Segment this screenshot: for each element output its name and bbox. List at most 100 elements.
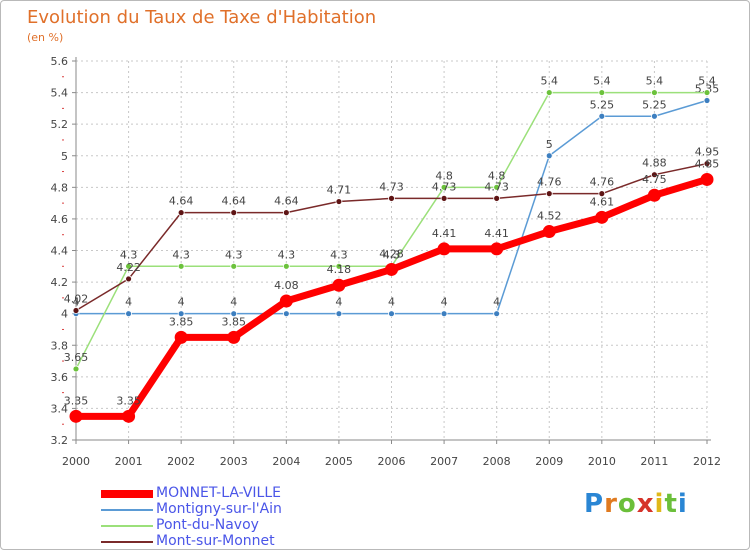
data-label: 5.4 xyxy=(646,75,664,88)
data-label: 3.35 xyxy=(116,394,141,407)
y-tick-label: 5 xyxy=(61,150,68,163)
data-label: 4.73 xyxy=(379,180,404,193)
data-label: 5.4 xyxy=(698,75,716,88)
data-label: 4.64 xyxy=(222,195,247,208)
data-label: 4 xyxy=(335,296,342,309)
legend-swatch xyxy=(101,541,153,543)
data-label: 5.25 xyxy=(642,98,667,111)
x-tick-label: 2011 xyxy=(640,455,668,468)
data-point xyxy=(493,194,501,202)
data-point xyxy=(388,310,395,318)
data-label: 4.8 xyxy=(435,169,453,182)
data-label: 4.61 xyxy=(590,195,615,208)
chart-unit-label: (en %) xyxy=(27,31,64,44)
data-point xyxy=(177,310,185,318)
x-tick-label: 2004 xyxy=(272,455,300,468)
data-label: 4 xyxy=(441,296,448,309)
logo-letter: o xyxy=(617,489,637,519)
data-label: 4.08 xyxy=(274,279,299,292)
y-tick-label: 3.6 xyxy=(51,371,69,384)
data-label: 4.22 xyxy=(116,261,141,274)
legend-label: MONNET-LA-VILLE xyxy=(156,485,281,501)
data-label: 4.73 xyxy=(432,180,457,193)
data-label: 4 xyxy=(493,296,500,309)
data-label: 4 xyxy=(388,296,395,309)
data-point xyxy=(440,310,448,318)
data-label: 4.18 xyxy=(327,263,352,276)
x-tick-label: 2008 xyxy=(483,455,511,468)
data-label: 5.4 xyxy=(593,75,611,88)
data-label: 4.75 xyxy=(642,173,667,186)
y-tick-label: 4.6 xyxy=(51,213,69,226)
legend-label: Montigny-sur-l'Ain xyxy=(156,501,282,517)
data-label: 3.65 xyxy=(64,351,89,364)
data-point xyxy=(703,160,711,168)
y-tick-label: 3.8 xyxy=(51,339,69,352)
data-label: 4.3 xyxy=(278,248,296,261)
data-label: 4.41 xyxy=(484,227,509,240)
data-point xyxy=(332,278,346,292)
data-point xyxy=(437,242,451,256)
y-tick-label: 5.6 xyxy=(51,55,69,68)
data-point xyxy=(700,172,714,186)
data-point xyxy=(542,225,556,239)
data-point xyxy=(493,183,501,191)
data-label: 4.28 xyxy=(379,247,404,260)
data-point xyxy=(230,310,238,318)
x-tick-label: 2002 xyxy=(167,455,195,468)
data-point xyxy=(703,97,711,104)
y-tick-label: 4.4 xyxy=(51,245,69,258)
data-label: 4.3 xyxy=(225,248,243,261)
x-tick-label: 2006 xyxy=(378,455,406,468)
data-label: 4.02 xyxy=(64,293,89,306)
y-tick-label: 5.4 xyxy=(51,87,69,100)
data-point xyxy=(440,183,448,191)
data-label: 4.76 xyxy=(537,176,562,189)
data-point xyxy=(72,307,80,314)
data-point xyxy=(282,262,290,270)
data-label: 4.41 xyxy=(432,227,457,240)
y-tick-label: 4.2 xyxy=(51,276,69,289)
data-label: 3.35 xyxy=(64,394,89,407)
logo-letter: i xyxy=(677,489,688,519)
y-tick-label: 4.8 xyxy=(51,181,69,194)
proxiti-logo: Proxiti xyxy=(584,489,688,519)
data-label: 4 xyxy=(230,296,237,309)
x-tick-label: 2001 xyxy=(115,455,143,468)
data-point xyxy=(335,310,343,318)
data-label: 4.76 xyxy=(590,176,615,189)
data-label: 4.3 xyxy=(330,248,348,261)
chart-title: Evolution du Taux de Taxe d'Habitation xyxy=(27,7,377,28)
data-label: 4.3 xyxy=(172,248,190,261)
data-point xyxy=(598,112,606,120)
data-point xyxy=(279,294,293,308)
y-tick-label: 3.4 xyxy=(51,402,69,415)
x-tick-label: 2005 xyxy=(325,455,353,468)
y-tick-label: 5.2 xyxy=(51,118,69,131)
logo-letter: i xyxy=(654,489,665,519)
data-point xyxy=(69,409,83,423)
x-tick-label: 2007 xyxy=(430,455,458,468)
data-label: 4.64 xyxy=(169,195,194,208)
data-label: 4.95 xyxy=(695,146,720,159)
data-point xyxy=(125,262,132,270)
legend-label: Mont-sur-Monnet xyxy=(156,533,275,549)
data-point xyxy=(230,209,238,217)
data-label: 4 xyxy=(73,296,80,309)
data-point xyxy=(388,194,395,202)
data-point xyxy=(335,198,343,205)
data-point xyxy=(125,310,132,318)
legend-label: Pont-du-Navoy xyxy=(156,517,259,533)
data-label: 4.71 xyxy=(327,184,352,197)
x-tick-label: 2010 xyxy=(588,455,616,468)
data-point xyxy=(598,89,606,96)
data-point xyxy=(177,209,185,217)
data-label: 3.85 xyxy=(222,315,247,328)
data-point xyxy=(440,194,448,202)
data-label: 4.52 xyxy=(537,210,562,223)
legend-swatch xyxy=(101,525,153,527)
x-tick-label: 2003 xyxy=(220,455,248,468)
data-point xyxy=(385,262,398,276)
